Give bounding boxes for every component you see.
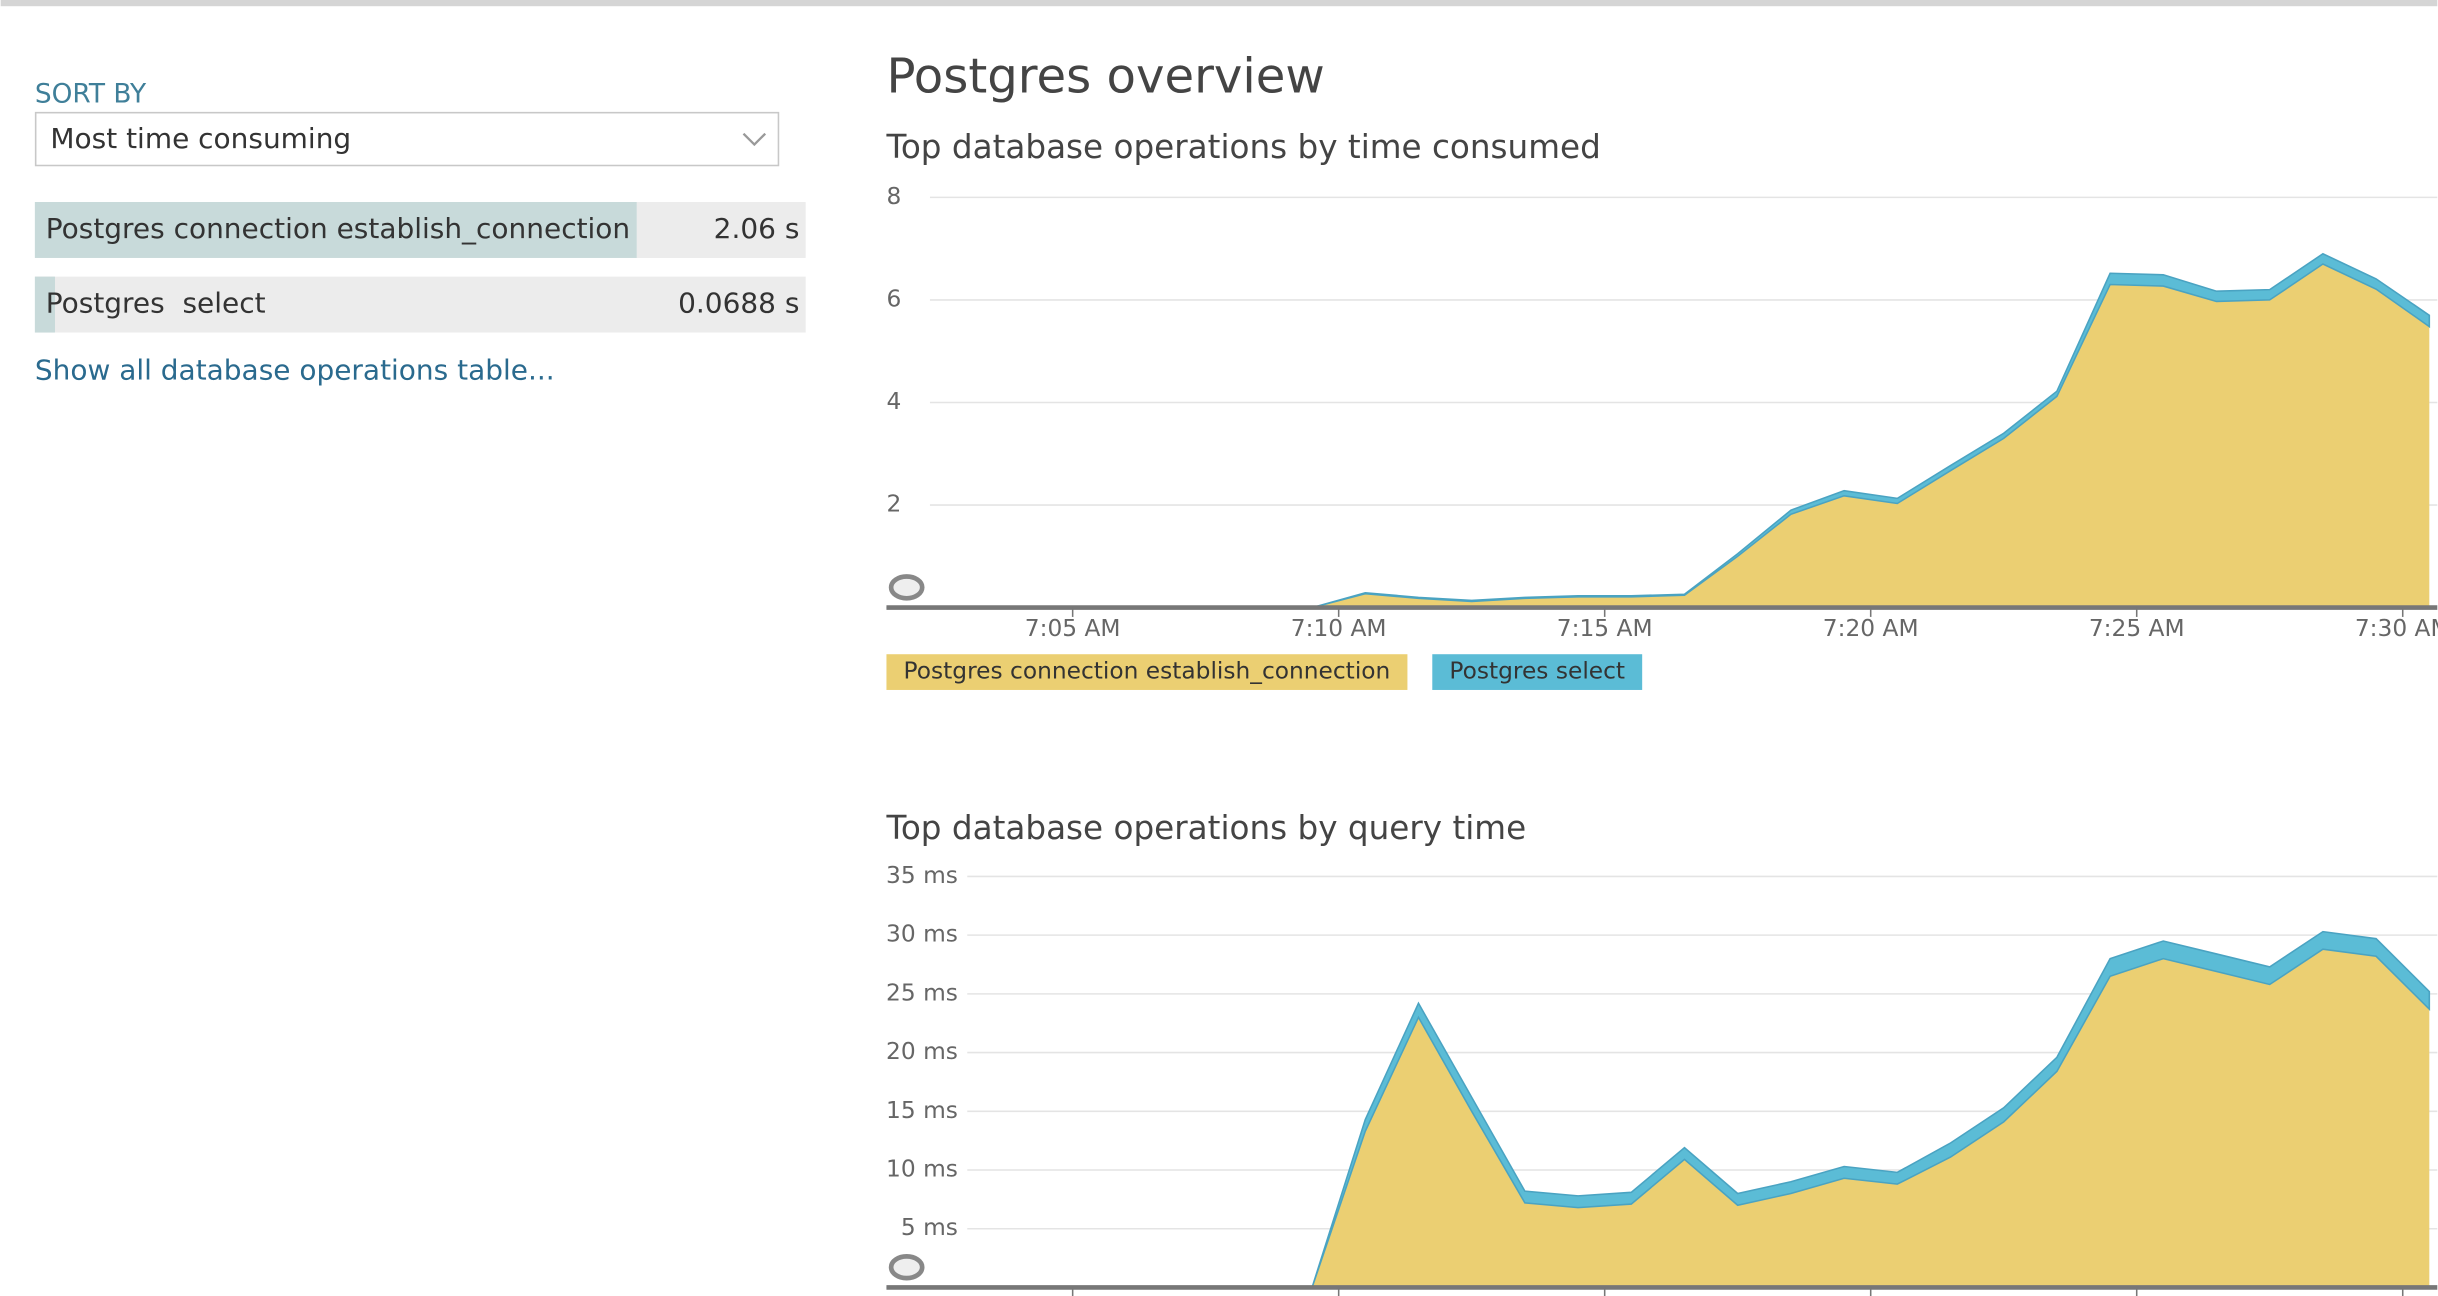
legend-swatch[interactable]: [886, 654, 1408, 690]
item-list: Postgres connection establish_connection…: [34, 202, 806, 333]
y-tick-label: 20 ms: [886, 1038, 958, 1065]
x-tick-label: 7:15 AM: [1557, 615, 1653, 642]
legend-item[interactable]: Postgres connection establish_connection: [886, 654, 1408, 690]
dropdown-box[interactable]: [34, 111, 780, 167]
sort-dropdown[interactable]: Most time consuming: [34, 111, 780, 167]
item-bar: [34, 276, 55, 333]
x-tick-label: 7:30 AM: [2355, 615, 2438, 642]
sort-label: SORT BY: [35, 78, 147, 109]
show-all-link[interactable]: Show all database operations table...: [35, 353, 555, 386]
legend-item[interactable]: Postgres select: [1432, 654, 1643, 690]
x-tick-label: 7:10 AM: [1291, 615, 1387, 642]
chart-title: Top database operations by query time: [885, 809, 1526, 847]
item-value: 0.0688 s: [678, 287, 799, 320]
legend-label[interactable]: Postgres connection establish_connection: [904, 658, 1391, 685]
item-name[interactable]: Postgres select: [46, 287, 266, 320]
item-bar: [34, 202, 637, 258]
y-tick-label: 6: [886, 285, 901, 312]
item-value: 2.06 s: [714, 212, 800, 245]
y-tick-label: 15 ms: [886, 1097, 958, 1124]
y-tick-label: 25 ms: [886, 979, 958, 1006]
page-title: Postgres overview: [886, 48, 1324, 104]
chart: Top database operations by query time 5 m…: [885, 809, 2438, 1296]
item-name[interactable]: Postgres connection establish_connection: [46, 212, 630, 245]
x-tick-label: 7:05 AM: [1025, 615, 1121, 642]
x-tick-label: 7:20 AM: [1823, 615, 1919, 642]
dropdown-value[interactable]: Most time consuming: [50, 122, 351, 155]
area-series: [886, 252, 2431, 609]
top-border: [0, 0, 2438, 7]
chevron-icon: [742, 132, 767, 147]
item-row[interactable]: [34, 276, 806, 333]
area-series: [886, 949, 2430, 1288]
area-series: [886, 264, 2430, 608]
y-tick-label: 30 ms: [886, 921, 958, 948]
legend-label[interactable]: Postgres select: [1449, 658, 1625, 685]
y-tick-label: 10 ms: [886, 1156, 958, 1183]
chart: Top database operations by time consumed…: [885, 128, 2438, 690]
y-tick-label: 2: [886, 491, 901, 518]
y-tick-label: 5 ms: [901, 1214, 958, 1241]
x-tick-label: 7:25 AM: [2089, 615, 2185, 642]
reset-icon[interactable]: [888, 1254, 925, 1281]
legend-swatch[interactable]: [1432, 654, 1643, 690]
reset-icon[interactable]: [888, 574, 925, 601]
y-tick-label: 4: [886, 388, 901, 415]
y-tick-label: 35 ms: [886, 862, 958, 889]
chart-title: Top database operations by time consumed: [885, 128, 1600, 166]
y-tick-label: 8: [886, 183, 901, 210]
area-series: [886, 930, 2431, 1289]
